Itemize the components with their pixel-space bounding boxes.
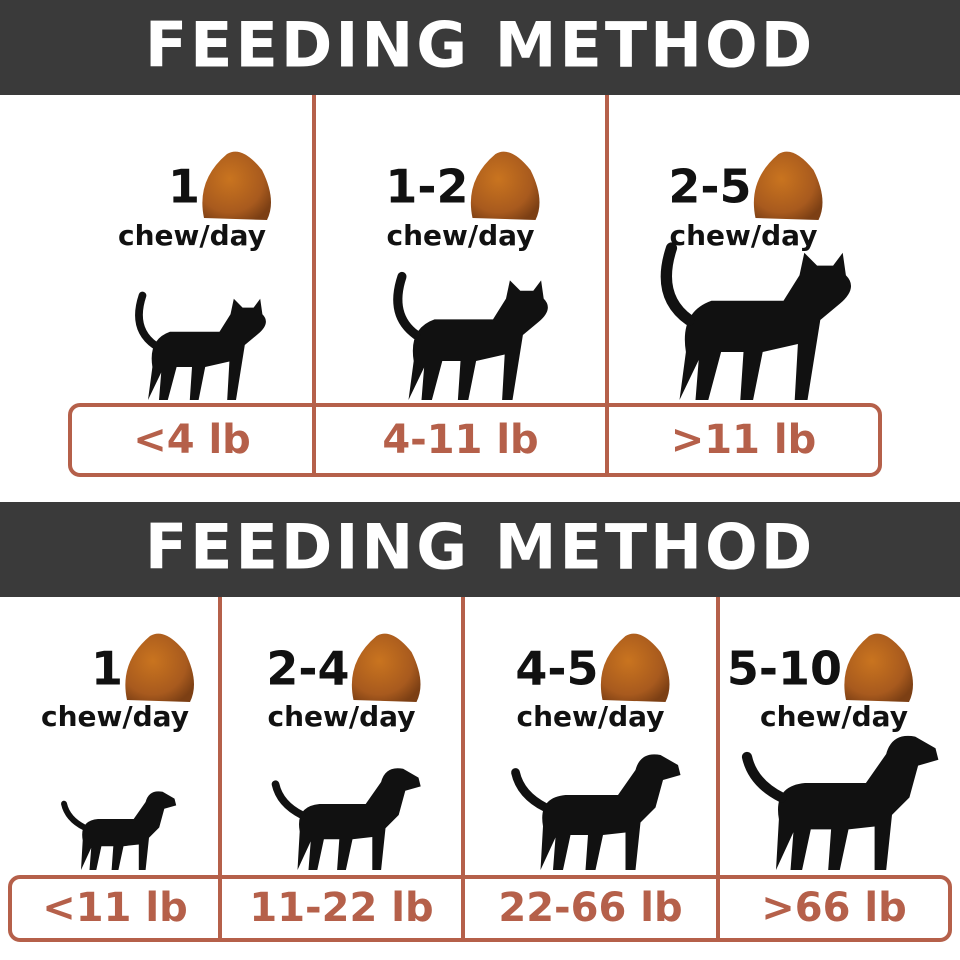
dose: 2-4 [266,642,349,696]
weight: 11-22 lb [249,885,433,931]
kibble [351,633,421,702]
weight: >66 lb [761,885,906,931]
kibble [470,151,540,220]
kibble [125,633,194,702]
kibble [600,633,670,702]
unit: chew/day [118,219,266,252]
weight-box [8,875,952,942]
kibble [753,151,823,220]
dog-silhouette [64,791,176,870]
unit: chew/day [41,700,189,733]
dose: 1-2 [385,160,468,214]
weight: <11 lb [42,885,187,931]
dog-silhouette [747,736,938,870]
weight: >11 lb [671,417,816,463]
kibble [202,151,271,220]
header-bar [0,502,960,597]
cat-silhouette [666,248,851,400]
dog-silhouette [516,754,681,870]
unit: chew/day [760,700,908,733]
dose: 5-10 [727,642,842,696]
header-bar [0,0,960,95]
dose: 2-5 [668,160,751,214]
unit: chew/day [268,700,416,733]
unit: chew/day [670,219,818,252]
dose: 4-5 [515,642,598,696]
section-title: FEEDING METHOD [145,511,815,584]
weight: <4 lb [133,417,251,463]
dog-silhouette [276,768,421,870]
cat-silhouette [398,277,548,401]
cat-silhouette [139,296,266,401]
dose: 1 [168,160,200,214]
unit: chew/day [517,700,665,733]
weight: 4-11 lb [382,417,538,463]
section-title: FEEDING METHOD [145,9,815,82]
kibble [844,633,913,702]
weight-box [68,403,882,477]
dose: 1 [91,642,123,696]
unit: chew/day [387,219,535,252]
weight: 22-66 lb [498,885,682,931]
